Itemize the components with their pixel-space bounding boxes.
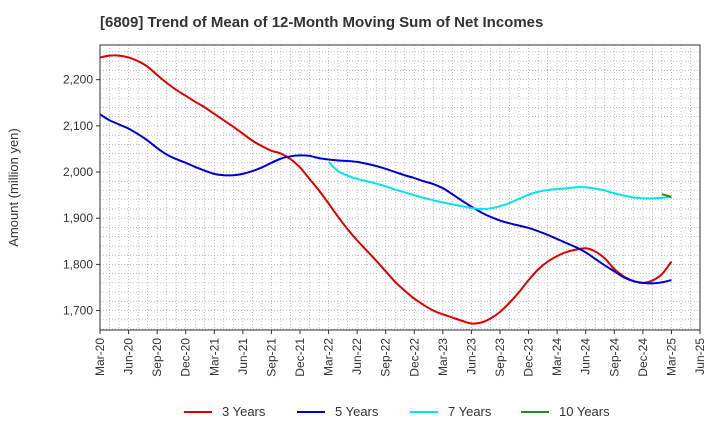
x-tick-label: Dec-22	[407, 338, 421, 377]
legend-swatch-10-years	[521, 410, 549, 413]
x-tick-label: Dec-21	[293, 338, 307, 377]
series-line-3-years	[99, 54, 673, 325]
x-tick-label: Mar-21	[207, 338, 221, 376]
y-tick-label: 1,800	[63, 257, 93, 271]
legend: 3 Years 5 Years 7 Years 10 Years	[0, 404, 720, 428]
x-tick-label: Sep-20	[150, 338, 164, 377]
x-tick-label: Jun-21	[236, 338, 250, 375]
x-tick-label: Mar-24	[550, 338, 564, 376]
legend-swatch-3-years	[184, 410, 212, 413]
x-tick-label: Dec-24	[636, 338, 650, 377]
x-tick-label: Jun-25	[693, 338, 707, 375]
x-tick-label: Jun-22	[350, 338, 364, 375]
y-tick-label: 1,900	[63, 211, 93, 225]
series-line-10-years	[661, 193, 672, 198]
x-tick-label: Sep-23	[493, 338, 507, 377]
legend-item-5-years: 5 Years	[297, 404, 378, 419]
x-tick-label: Jun-23	[464, 338, 478, 375]
x-tick-label: Jun-20	[122, 338, 136, 375]
legend-swatch-5-years	[297, 410, 325, 413]
y-tick-label: 2,200	[63, 73, 93, 87]
y-tick-label: 2,000	[63, 165, 93, 179]
x-tick-label: Jun-24	[579, 338, 593, 375]
legend-item-7-years: 7 Years	[410, 404, 491, 419]
y-tick-label: 1,700	[63, 304, 93, 318]
series-line-7-years	[327, 161, 672, 211]
axes	[96, 44, 701, 334]
x-tick-label: Dec-20	[179, 338, 193, 377]
x-tick-label: Mar-23	[436, 338, 450, 376]
x-tick-label: Sep-21	[264, 338, 278, 377]
legend-item-10-years: 10 Years	[521, 404, 610, 419]
x-tick-label: Mar-25	[664, 338, 678, 376]
y-tick-label: 2,100	[63, 119, 93, 133]
legend-label: 3 Years	[222, 404, 266, 419]
x-tick-label: Mar-20	[93, 338, 107, 376]
tick-labels: 1,700 1,800 1,900 2,000 2,100 2,200 Mar-20 Jun-…	[6, 73, 707, 377]
series-line-5-years	[99, 113, 672, 285]
legend-swatch-7-years	[410, 410, 438, 413]
legend-item-3-years: 3 Years	[184, 404, 265, 419]
x-tick-label: Sep-22	[379, 338, 393, 377]
plot-frame	[99, 44, 701, 331]
series-lines	[99, 54, 673, 325]
x-tick-label: Sep-24	[607, 338, 621, 377]
y-axis-label: Amount (million yen)	[6, 128, 21, 247]
x-tick-label: Mar-22	[322, 338, 336, 376]
x-tick-label: Dec-23	[522, 338, 536, 377]
chart-title: [6809] Trend of Mean of 12-Month Moving …	[100, 14, 544, 31]
legend-label: 10 Years	[559, 404, 610, 419]
legend-label: 5 Years	[335, 404, 379, 419]
legend-label: 7 Years	[448, 404, 492, 419]
